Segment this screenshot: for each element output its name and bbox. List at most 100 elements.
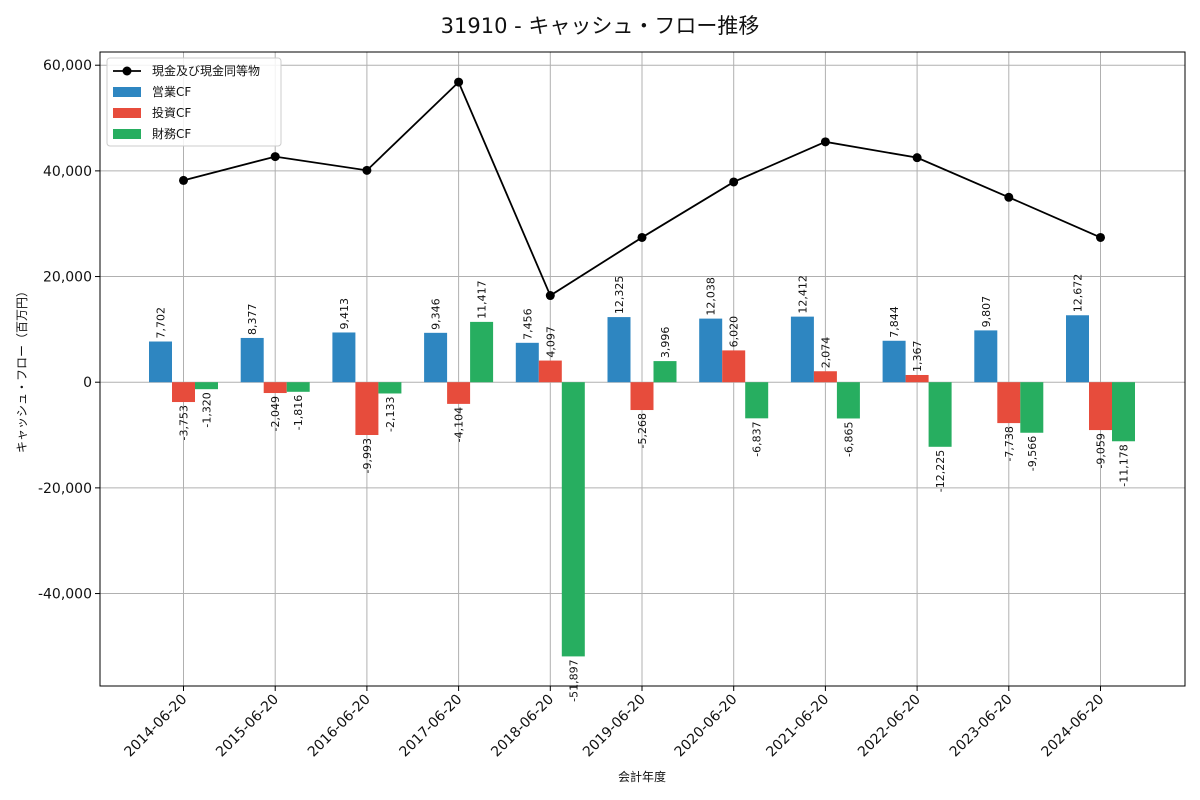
legend-swatch (113, 87, 141, 97)
y-axis-ticks: -40,000 -20,000 0 20,000 40,000 60,000 (38, 58, 100, 603)
bar (882, 340, 906, 383)
x-axis-label: 会計年度 (618, 769, 666, 784)
bar (905, 374, 929, 383)
bar-value-label: 12,412 (796, 275, 809, 314)
bar-value-label: 4,097 (544, 326, 557, 358)
bar-value-label: -51,897 (567, 659, 580, 701)
cash-line-point (637, 232, 647, 242)
data-labels: 7,702 8,377 9,413 9,346 7,456 12,325 12,038 12,… (155, 274, 1131, 702)
bar (286, 382, 310, 392)
bar (447, 382, 471, 404)
bar-value-label: -5,268 (636, 413, 649, 448)
bar (332, 332, 356, 383)
bar-value-label: 7,844 (888, 306, 901, 338)
y-tick-label: -40,000 (38, 587, 92, 603)
bar-value-label: 12,325 (613, 276, 626, 315)
x-tick-label: 2024-06-20 (1038, 692, 1107, 761)
bar (997, 382, 1021, 424)
x-tick-label: 2020-06-20 (672, 692, 741, 761)
bar-value-label: 11,417 (476, 280, 489, 319)
cash-line-point (179, 175, 188, 185)
bar-value-label: -1,816 (292, 395, 305, 430)
bar-value-label: -3,753 (178, 405, 191, 440)
bar-value-label: -9,566 (1026, 436, 1039, 471)
x-tick-label: 2015-06-20 (213, 692, 282, 761)
legend-label: 現金及び現金同等物 (152, 63, 260, 78)
bar-value-label: -2,133 (384, 396, 397, 431)
y-tick-label: 20,000 (43, 270, 92, 286)
bar (1112, 382, 1135, 442)
bar (172, 382, 195, 403)
bar (515, 342, 539, 383)
bar-value-label: 6,020 (728, 316, 741, 348)
chart-title: 31910 - キャッシュ・フロー推移 (441, 14, 760, 38)
legend-label: 投資CF (152, 105, 191, 120)
bars (149, 315, 1135, 657)
bar (424, 332, 448, 383)
bar (1066, 315, 1089, 383)
bar (240, 337, 264, 383)
bar-value-label: -7,738 (1003, 426, 1016, 461)
y-axis-label: キャッシュ・フロー（百万円） (15, 285, 29, 453)
cash-line-point (1096, 232, 1105, 242)
bar-value-label: -2,049 (269, 396, 282, 431)
bar (745, 382, 769, 419)
bar (722, 350, 746, 383)
bar-value-label: 7,456 (521, 308, 534, 340)
bar (607, 317, 631, 383)
bar-value-label: -4,104 (453, 407, 466, 442)
bar-value-label: -9,993 (361, 438, 374, 473)
cash-line-point (729, 177, 739, 187)
bar (1089, 382, 1112, 431)
x-axis-ticks: 2014-06-20 2015-06-20 2016-06-20 2017-06-20… (121, 686, 1107, 760)
bar (149, 341, 172, 383)
bar-value-label: -1,320 (201, 392, 214, 427)
x-tick-label: 2021-06-20 (763, 692, 832, 761)
bar-value-label: 8,377 (246, 303, 259, 335)
cash-line-point (912, 153, 922, 163)
bar (699, 318, 723, 383)
bar-value-label: 2,074 (819, 337, 832, 369)
bar (630, 382, 654, 411)
y-tick-label: 60,000 (43, 58, 92, 74)
cash-line-point (545, 291, 555, 301)
cash-line (179, 77, 1105, 301)
bar (653, 361, 677, 383)
cash-line-point (820, 137, 830, 147)
cash-line-point (270, 152, 280, 162)
bar-value-label: 7,702 (155, 307, 168, 339)
bar (561, 382, 585, 657)
x-tick-label: 2022-06-20 (855, 692, 924, 761)
bar-value-label: 9,346 (430, 298, 443, 330)
x-tick-label: 2018-06-20 (488, 692, 557, 761)
x-tick-label: 2017-06-20 (397, 692, 466, 761)
legend-swatch (113, 108, 141, 118)
legend-label: 営業CF (152, 85, 191, 99)
cash-line-point (362, 165, 372, 175)
bar-value-label: 12,672 (1072, 274, 1085, 313)
y-tick-label: 0 (83, 375, 92, 391)
bar (378, 382, 402, 394)
cash-line-point (454, 77, 464, 87)
legend-box (106, 57, 282, 147)
bar-value-label: 3,996 (659, 327, 672, 359)
bar (263, 382, 287, 394)
bar-value-label: 1,367 (911, 340, 924, 372)
y-tick-label: 40,000 (43, 164, 92, 180)
bar (195, 382, 218, 390)
legend-label: 財務CF (152, 126, 191, 141)
legend-swatch-marker (122, 66, 132, 76)
bar-value-label: -11,178 (1118, 444, 1131, 486)
x-tick-label: 2019-06-20 (580, 692, 649, 761)
x-tick-label: 2014-06-20 (121, 692, 190, 761)
bar-value-label: 9,807 (980, 296, 993, 328)
bar-value-label: -9,059 (1095, 433, 1108, 468)
bar (355, 382, 379, 436)
cash-line-point (1004, 192, 1014, 202)
bar-value-label: -6,837 (751, 421, 764, 456)
bar (836, 382, 860, 419)
bar (470, 321, 494, 383)
bar (974, 330, 998, 383)
